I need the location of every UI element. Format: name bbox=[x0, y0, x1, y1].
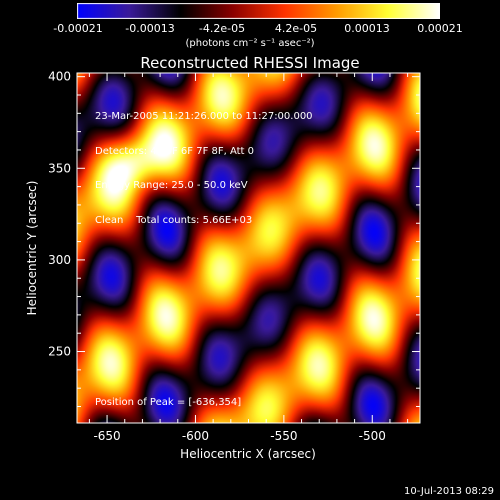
x-tick-label: -600 bbox=[182, 429, 209, 443]
y-tick-label: 300 bbox=[48, 253, 71, 267]
observation-annotations: 23-Mar-2005 11:21:26.000 to 11:27:00.000… bbox=[95, 88, 313, 238]
timestamp: 10-Jul-2013 08:29 bbox=[403, 486, 494, 497]
colorbar-tick: 4.2e-05 bbox=[274, 22, 318, 35]
chart-title: Reconstructed RHESSI Image bbox=[140, 54, 360, 72]
x-tick-label: -550 bbox=[270, 429, 297, 443]
x-tick-label: -500 bbox=[359, 429, 386, 443]
annotation-line: Clean Total counts: 5.66E+03 bbox=[95, 214, 253, 226]
x-tick-label: -650 bbox=[93, 429, 120, 443]
y-axis: 250 300 350 400 bbox=[48, 70, 420, 408]
colorbar-tick: -0.00013 bbox=[125, 22, 175, 35]
y-tick-label: 400 bbox=[48, 70, 71, 84]
peak-position-label: Position of Peak = [-636,354] bbox=[95, 397, 242, 408]
colorbar-tick-labels: -0.00021 -0.00013 -4.2e-05 4.2e-05 0.000… bbox=[0, 22, 500, 36]
y-tick-label: 250 bbox=[48, 345, 71, 359]
y-tick-label: 350 bbox=[48, 161, 71, 175]
colorbar-tick: -0.00021 bbox=[53, 22, 103, 35]
x-axis: -650 -600 -550 -500 bbox=[88, 73, 409, 443]
annotation-line: 23-Mar-2005 11:21:26.000 to 11:27:00.000 bbox=[95, 111, 313, 122]
colorbar-tick: -4.2e-05 bbox=[198, 22, 246, 35]
heatmap-image bbox=[77, 73, 420, 423]
y-axis-label: Heliocentric Y (arcsec) bbox=[25, 181, 39, 316]
annotation-line: Detectors: 4F 5F 6F 7F 8F, Att 0 bbox=[95, 145, 255, 157]
colorbar-units: (photons cm⁻² s⁻¹ asec⁻²) bbox=[185, 38, 315, 49]
x-axis-label: Heliocentric X (arcsec) bbox=[180, 447, 316, 461]
colorbar-tick: 0.00013 bbox=[344, 22, 390, 35]
colorbar bbox=[77, 3, 440, 19]
annotation-line: Energy Range: 25.0 - 50.0 keV bbox=[95, 180, 248, 191]
colorbar-tick: 0.00021 bbox=[417, 22, 463, 35]
